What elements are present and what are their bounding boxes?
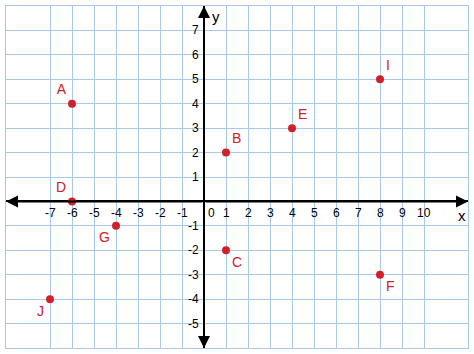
svg-text:3: 3: [192, 121, 199, 135]
svg-text:E: E: [298, 106, 307, 122]
svg-text:-4: -4: [111, 206, 122, 220]
svg-text:-2: -2: [188, 243, 199, 257]
svg-text:-7: -7: [45, 206, 56, 220]
svg-text:F: F: [386, 278, 395, 294]
svg-text:6: 6: [333, 206, 340, 220]
svg-text:A: A: [57, 81, 67, 97]
svg-text:4: 4: [192, 97, 199, 111]
svg-text:1: 1: [192, 170, 199, 184]
svg-text:9: 9: [399, 206, 406, 220]
svg-text:3: 3: [267, 206, 274, 220]
svg-text:-4: -4: [188, 292, 199, 306]
svg-text:4: 4: [289, 206, 296, 220]
svg-text:2: 2: [192, 146, 199, 160]
svg-text:-1: -1: [177, 206, 188, 220]
svg-text:G: G: [99, 229, 110, 245]
svg-text:B: B: [232, 130, 241, 146]
svg-text:10: 10: [417, 206, 431, 220]
svg-text:-1: -1: [188, 219, 199, 233]
svg-text:I: I: [386, 57, 390, 73]
svg-text:x: x: [458, 207, 466, 224]
svg-text:1: 1: [223, 206, 230, 220]
svg-text:D: D: [56, 179, 66, 195]
svg-text:5: 5: [192, 72, 199, 86]
svg-text:-3: -3: [133, 206, 144, 220]
svg-text:-2: -2: [155, 206, 166, 220]
svg-text:-5: -5: [188, 317, 199, 331]
svg-text:C: C: [232, 254, 242, 270]
svg-text:-5: -5: [89, 206, 100, 220]
svg-text:0: 0: [208, 206, 215, 220]
svg-text:8: 8: [377, 206, 384, 220]
svg-text:2: 2: [245, 206, 252, 220]
svg-text:-6: -6: [67, 206, 78, 220]
svg-text:7: 7: [355, 206, 362, 220]
svg-text:-3: -3: [188, 268, 199, 282]
svg-text:y: y: [212, 8, 220, 25]
svg-text:7: 7: [192, 23, 199, 37]
svg-text:5: 5: [311, 206, 318, 220]
svg-text:6: 6: [192, 48, 199, 62]
svg-text:J: J: [37, 303, 44, 319]
